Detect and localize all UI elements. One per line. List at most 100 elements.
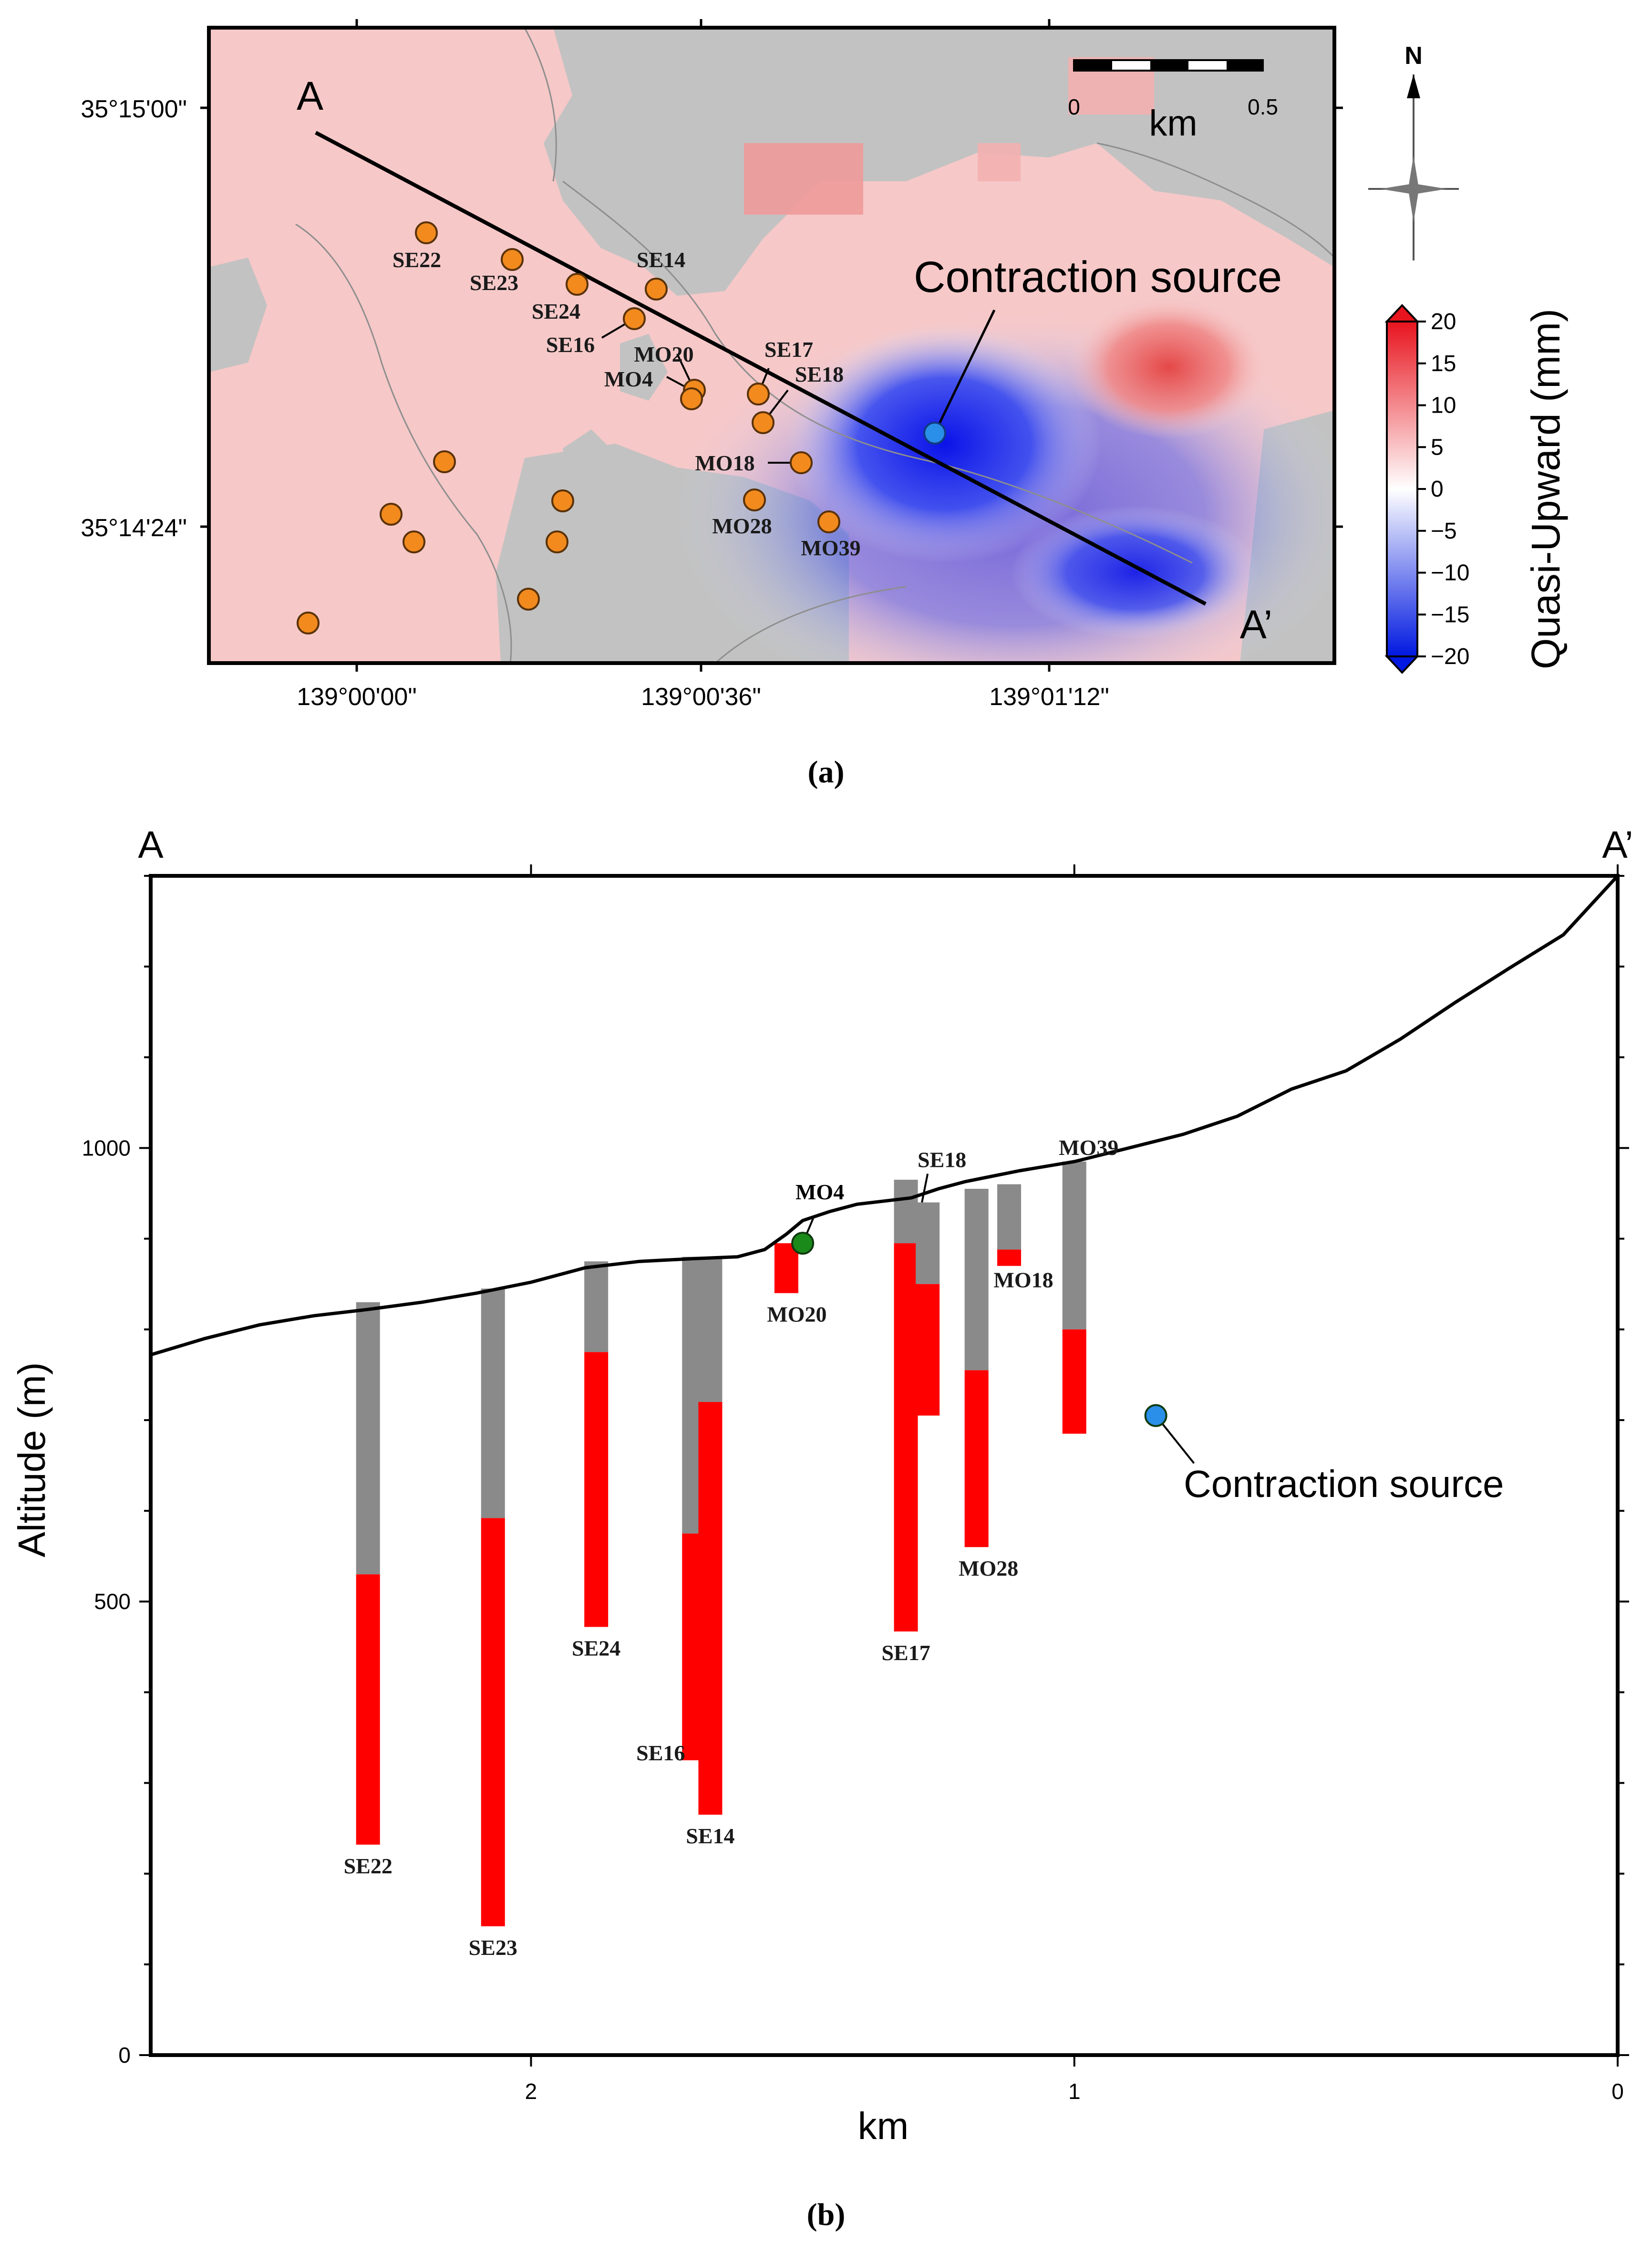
panel-b-caption: (b): [807, 2197, 846, 2232]
source-leader: [933, 309, 996, 434]
y-tick-label: 1000: [82, 1135, 131, 1160]
well-label: MO18: [993, 1268, 1053, 1292]
contraction-source-label: Contraction source: [914, 253, 1282, 301]
subsidence-core: [787, 324, 1102, 563]
station-marker: [623, 307, 646, 330]
profile-label-a-prime: A’: [1240, 602, 1272, 647]
tick-labels: 0 500 1000 2 1 0: [82, 1135, 1624, 2104]
well-label: MO39: [1059, 1135, 1118, 1160]
profile-points: MO4: [791, 1180, 1195, 1464]
y-tick-label: 500: [94, 1589, 131, 1614]
colorbar-tick-label: −15: [1431, 602, 1469, 627]
panel-a-letter: a: [818, 755, 834, 790]
label-leader: [921, 1174, 929, 1203]
station-marker: [566, 273, 589, 296]
station-marker: [433, 450, 456, 473]
topography-line: [150, 874, 1619, 1357]
lon-tick-label: 139°01'12": [989, 683, 1109, 711]
map-frame: [207, 26, 1336, 665]
scalebar-start: 0: [1068, 94, 1080, 119]
station-label: MO4: [604, 367, 653, 391]
well-label: MO20: [767, 1302, 826, 1327]
well-strainer: [997, 1249, 1022, 1266]
colorbar-tick-label: 15: [1431, 351, 1456, 376]
station-label: MO18: [695, 451, 754, 475]
lat-tick-label: 35°14'24": [81, 514, 187, 542]
contraction-source-marker: [923, 422, 946, 445]
scale-bar: 0 0.5 km: [1068, 59, 1278, 144]
colorbar-tick-label: −5: [1431, 519, 1457, 544]
x-tick-label: 0: [1611, 2079, 1624, 2104]
profile-frame: [149, 874, 1620, 2057]
well-label: MO28: [959, 1556, 1018, 1580]
north-label: N: [1404, 42, 1423, 70]
uplift-patch: [744, 143, 863, 215]
station-marker: [645, 278, 668, 301]
profile-label-a-prime: A’: [1602, 823, 1633, 866]
well-label: SE18: [918, 1147, 966, 1172]
well-bars: [356, 1161, 1086, 1926]
station-label: SE24: [532, 299, 580, 323]
well-strainer: [964, 1370, 989, 1548]
x-tick-label: 1: [1068, 2079, 1081, 2104]
station-marker: [501, 248, 524, 271]
well-strainer: [481, 1518, 505, 1926]
well-casing: [356, 1302, 380, 1575]
station-label: SE18: [795, 362, 844, 386]
colorbar-tick-label: 20: [1431, 309, 1456, 334]
scalebar-end: 0.5: [1248, 94, 1278, 119]
well-label: SE23: [469, 1935, 517, 1960]
station-label: SE17: [764, 337, 813, 362]
y-axis-label: Altitude (m): [10, 1362, 53, 1558]
lon-tick-label: 139°00'36": [641, 683, 761, 711]
contraction-source-label: Contraction source: [1184, 1463, 1504, 1505]
panel-a-caption: (a): [808, 755, 845, 790]
x-tick-label: 2: [525, 2079, 537, 2104]
station-marker: [551, 489, 574, 512]
y-tick-label: 0: [118, 2043, 131, 2067]
well-label: SE17: [881, 1641, 930, 1665]
well-casing: [894, 1180, 918, 1244]
well-strainer: [1062, 1329, 1086, 1434]
colorbar-title: Quasi-Upward (mm): [1523, 309, 1568, 669]
station-marker: [680, 387, 703, 410]
well-casing: [481, 1288, 505, 1518]
well-label: SE22: [344, 1854, 392, 1878]
station-marker: [790, 451, 813, 474]
station-marker: [517, 588, 540, 611]
well-label: SE24: [572, 1636, 620, 1660]
well-strainer: [698, 1402, 723, 1815]
lat-tick-label: 35°15'00": [81, 95, 187, 123]
station-marker: [752, 411, 774, 434]
well-casing: [584, 1261, 609, 1352]
contraction-source-marker: [1144, 1404, 1167, 1427]
well-labels: SE22 SE23 SE24 SE16 SE14 MO20 SE17 SE18 MO28 MO18…: [344, 1135, 1119, 1960]
panel-b-profile: MO4 A A’ km Altitude (m) 0 500 1000 2 1 0 SE2…: [10, 823, 1633, 2232]
uplift-bump: [1068, 296, 1269, 439]
mask-area: [209, 258, 267, 372]
uplift-patch: [978, 143, 1021, 181]
colorbar-tick-label: 0: [1431, 477, 1444, 502]
subsidence-lobe: [1011, 506, 1259, 639]
station-label: MO28: [712, 514, 772, 538]
station-marker: [403, 530, 425, 553]
well-casing: [698, 1257, 723, 1402]
mask-area: [620, 334, 668, 401]
x-axis-label: km: [858, 2105, 909, 2147]
profile-label-a: A: [138, 823, 164, 866]
station-marker: [817, 510, 840, 533]
station-label: MO20: [634, 342, 693, 366]
well-strainer: [356, 1574, 380, 1845]
station-marker: [297, 612, 320, 634]
mask-area: [563, 429, 620, 487]
colorbar-tick-label: −10: [1431, 561, 1469, 586]
well-casing: [964, 1189, 989, 1371]
station-marker: [415, 221, 438, 244]
panel-b-letter: b: [817, 2197, 835, 2232]
station-marker: [743, 488, 766, 511]
station-marker: [747, 383, 770, 405]
station-label: SE22: [392, 248, 441, 272]
frame-ticks: [200, 19, 1343, 672]
well-casing: [997, 1184, 1022, 1250]
station-marker: [546, 530, 568, 553]
